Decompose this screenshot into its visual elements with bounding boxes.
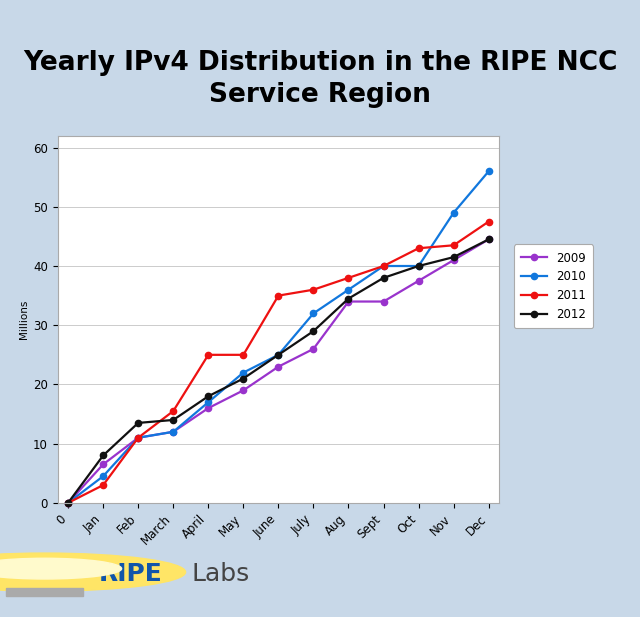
2012 [239,375,247,382]
2009 [485,236,493,243]
Text: Labs: Labs [192,562,250,586]
2012 [310,328,317,335]
2011 [415,244,422,252]
2009 [239,387,247,394]
2009 [450,257,458,264]
2011 [64,499,72,507]
2011 [204,351,212,358]
2010 [134,434,142,441]
2012 [64,499,72,507]
Text: RIPE: RIPE [99,562,163,586]
2011 [485,218,493,225]
2010 [99,473,107,480]
2012 [99,452,107,459]
2009 [134,434,142,441]
Line: 2010: 2010 [65,168,492,506]
2009 [99,461,107,468]
2012 [345,295,353,302]
2012 [380,274,387,281]
2011 [345,274,353,281]
2010 [275,351,282,358]
2011 [310,286,317,294]
2010 [64,499,72,507]
Text: Yearly IPv4 Distribution in the RIPE NCC
Service Region: Yearly IPv4 Distribution in the RIPE NCC… [23,50,617,108]
2012 [415,262,422,270]
2010 [415,262,422,270]
2012 [450,254,458,261]
2009 [345,298,353,305]
2009 [275,363,282,370]
2012 [275,351,282,358]
Line: 2011: 2011 [65,218,492,506]
2012 [134,419,142,426]
2010 [170,428,177,436]
2011 [450,242,458,249]
2012 [204,392,212,400]
2009 [204,404,212,412]
Y-axis label: Millions: Millions [19,300,29,339]
2011 [239,351,247,358]
2011 [275,292,282,299]
FancyBboxPatch shape [6,587,83,596]
2010 [485,168,493,175]
2012 [485,236,493,243]
2010 [239,369,247,376]
Line: 2009: 2009 [65,236,492,506]
2010 [204,399,212,406]
2010 [380,262,387,270]
2012 [170,416,177,424]
Legend: 2009, 2010, 2011, 2012: 2009, 2010, 2011, 2012 [514,244,593,328]
2010 [345,286,353,294]
2011 [170,407,177,415]
2009 [310,345,317,352]
2011 [380,262,387,270]
2009 [64,499,72,507]
Circle shape [0,553,186,591]
2011 [134,434,142,441]
2009 [415,277,422,284]
2009 [170,428,177,436]
2011 [99,481,107,489]
2010 [450,209,458,217]
Line: 2012: 2012 [65,236,492,506]
Circle shape [0,558,122,579]
2009 [380,298,387,305]
2010 [310,310,317,317]
